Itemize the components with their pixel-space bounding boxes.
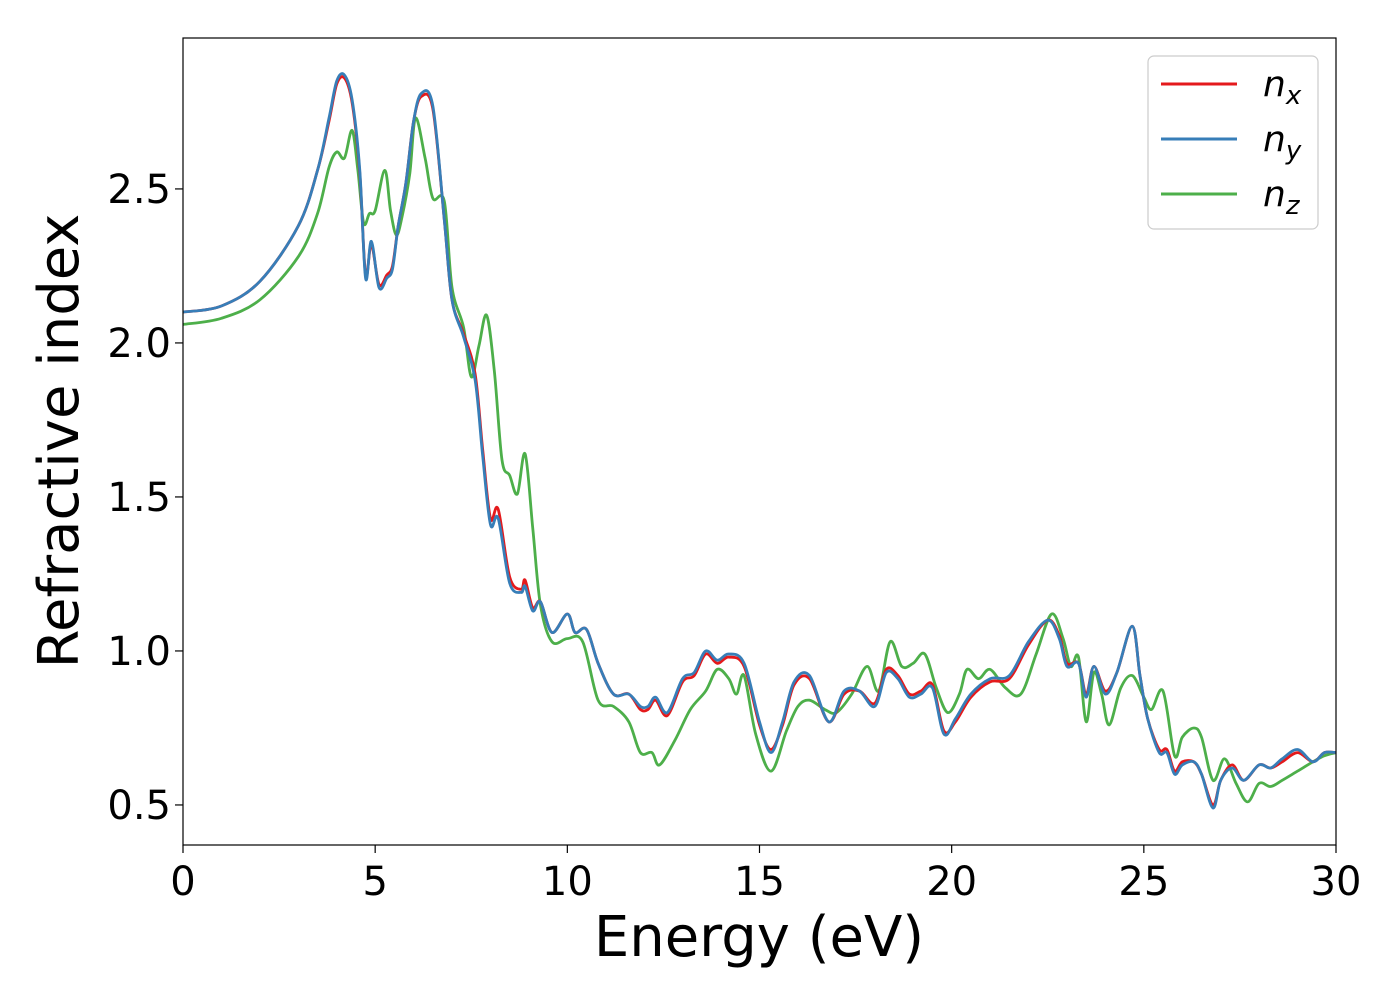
legend: nx ny nz [1147,55,1319,230]
y-tick-label: 1.0 [107,629,171,675]
x-tick-label: 20 [926,859,977,905]
legend-label-y: ny [1263,119,1302,166]
series-layer [182,72,1337,810]
x-tick-label: 15 [734,859,785,905]
y-axis-title: Refractive index [27,214,92,669]
y-tick-label: 0.5 [107,783,171,829]
y-tick-label: 2.0 [107,321,171,367]
x-axis-title: Energy (eV) [594,905,924,970]
y-tick-label: 2.5 [107,167,171,213]
legend-label-z: nz [1263,174,1301,221]
legend-box [1147,55,1319,230]
x-tick-label: 30 [1311,859,1362,905]
series-line-y [182,72,1337,810]
y-tick-label: 1.5 [107,475,171,521]
x-tick-label: 25 [1118,859,1169,905]
legend-label-x: nx [1263,64,1302,111]
x-tick-label: 10 [542,859,593,905]
ticks-layer: 0 5 10 15 20 25 30 0.5 1.0 1.5 2.0 2.5 [107,167,1361,905]
x-tick-label: 0 [170,859,195,905]
series-line-z [182,116,1337,804]
x-tick-label: 5 [362,859,387,905]
